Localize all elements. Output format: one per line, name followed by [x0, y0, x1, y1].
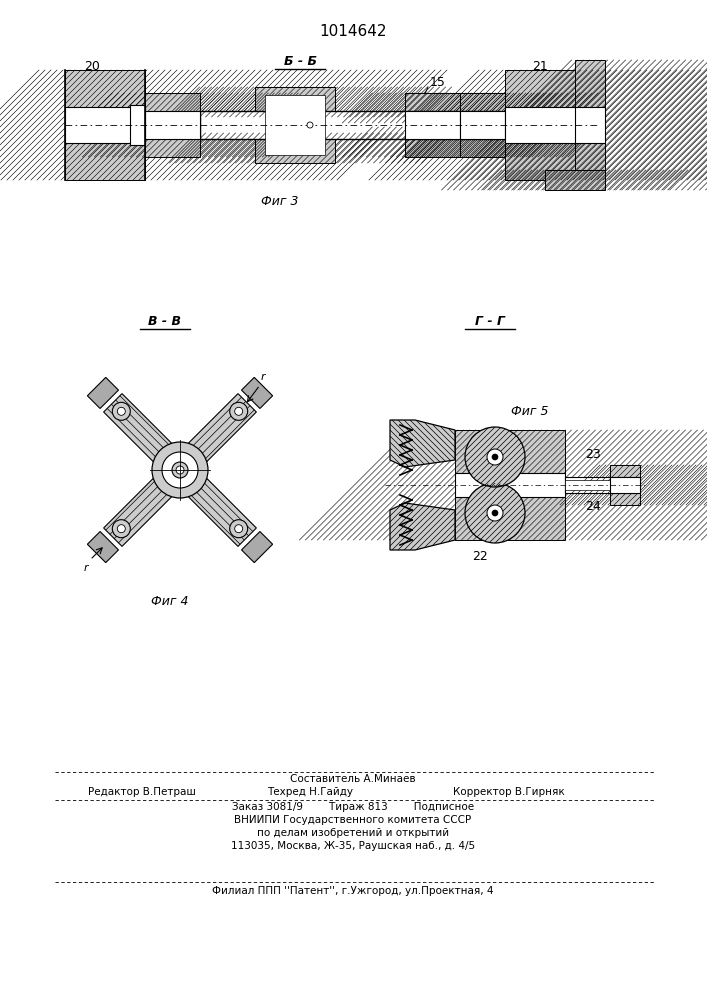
- Circle shape: [162, 452, 198, 488]
- Polygon shape: [88, 532, 119, 563]
- Circle shape: [152, 442, 208, 498]
- Bar: [145, 111, 200, 139]
- Circle shape: [492, 510, 498, 516]
- Circle shape: [492, 454, 498, 460]
- Text: Фиг 3: Фиг 3: [262, 195, 299, 208]
- Circle shape: [172, 462, 188, 478]
- Circle shape: [307, 122, 313, 128]
- Bar: [265, 95, 325, 155]
- Text: 1014642: 1014642: [320, 24, 387, 39]
- Circle shape: [230, 520, 247, 538]
- Circle shape: [112, 402, 130, 420]
- Circle shape: [117, 525, 125, 533]
- Bar: [505, 70, 585, 180]
- Text: Составитель А.Минаев: Составитель А.Минаев: [290, 774, 416, 784]
- Text: 15: 15: [430, 77, 446, 90]
- Text: В - В: В - В: [148, 315, 182, 328]
- Polygon shape: [390, 503, 455, 550]
- Text: Корректор В.Гирняк: Корректор В.Гирняк: [453, 787, 565, 797]
- Polygon shape: [242, 532, 273, 563]
- Circle shape: [112, 520, 130, 538]
- Circle shape: [465, 427, 525, 487]
- Bar: [405, 127, 460, 157]
- Bar: [610, 465, 640, 505]
- Bar: [455, 473, 565, 497]
- Circle shape: [230, 402, 247, 420]
- Bar: [405, 111, 460, 139]
- Text: Филиал ППП ''Патент'', г.Ужгород, ул.Проектная, 4: Филиал ППП ''Патент'', г.Ужгород, ул.Про…: [212, 886, 493, 896]
- Text: r: r: [261, 372, 265, 382]
- Bar: [130, 105, 145, 145]
- Text: r: r: [83, 563, 88, 573]
- Circle shape: [487, 449, 503, 465]
- Text: по делам изобретений и открытий: по делам изобретений и открытий: [257, 828, 449, 838]
- Text: 20: 20: [84, 60, 100, 73]
- Bar: [255, 87, 335, 117]
- Bar: [460, 127, 505, 157]
- Bar: [505, 107, 585, 143]
- Polygon shape: [104, 394, 196, 486]
- Text: Фиг 4: Фиг 4: [151, 595, 189, 608]
- Text: Г - Г: Г - Г: [475, 315, 505, 328]
- Bar: [145, 93, 200, 123]
- Text: Б - Б: Б - Б: [284, 55, 317, 68]
- Bar: [565, 477, 640, 493]
- Circle shape: [117, 407, 125, 415]
- Text: 21: 21: [532, 60, 548, 73]
- Bar: [575, 107, 605, 143]
- Bar: [65, 70, 145, 180]
- Polygon shape: [390, 420, 455, 467]
- Text: ВНИИПИ Государственного комитета СССР: ВНИИПИ Государственного комитета СССР: [235, 815, 472, 825]
- Bar: [460, 93, 505, 123]
- Text: Фиг 5: Фиг 5: [511, 405, 549, 418]
- Bar: [65, 107, 145, 143]
- Text: Техред Н.Гайду: Техред Н.Гайду: [267, 787, 353, 797]
- Bar: [455, 430, 565, 540]
- Polygon shape: [104, 454, 196, 546]
- Bar: [575, 60, 605, 190]
- Text: 24: 24: [585, 500, 601, 514]
- Text: 23: 23: [585, 448, 601, 462]
- Polygon shape: [88, 377, 119, 408]
- Circle shape: [235, 407, 243, 415]
- Polygon shape: [164, 454, 257, 546]
- Text: 113035, Москва, Ж-35, Раушская наб., д. 4/5: 113035, Москва, Ж-35, Раушская наб., д. …: [231, 841, 475, 851]
- Bar: [405, 93, 460, 123]
- Bar: [545, 170, 605, 190]
- Bar: [200, 111, 500, 139]
- Bar: [145, 127, 200, 157]
- Polygon shape: [242, 377, 273, 408]
- Circle shape: [487, 505, 503, 521]
- Text: 22: 22: [472, 550, 488, 563]
- Text: Заказ 3081/9        Тираж 813        Подписное: Заказ 3081/9 Тираж 813 Подписное: [232, 802, 474, 812]
- Circle shape: [465, 483, 525, 543]
- Text: Редактор В.Петраш: Редактор В.Петраш: [88, 787, 196, 797]
- Circle shape: [235, 525, 243, 533]
- Circle shape: [176, 466, 184, 474]
- Polygon shape: [164, 394, 257, 486]
- Bar: [565, 480, 640, 490]
- Bar: [610, 477, 640, 493]
- Bar: [460, 111, 505, 139]
- Bar: [255, 133, 335, 163]
